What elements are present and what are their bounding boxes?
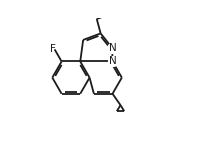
Text: F: F [50,44,56,54]
Text: N: N [108,57,116,66]
Text: N: N [109,43,116,53]
